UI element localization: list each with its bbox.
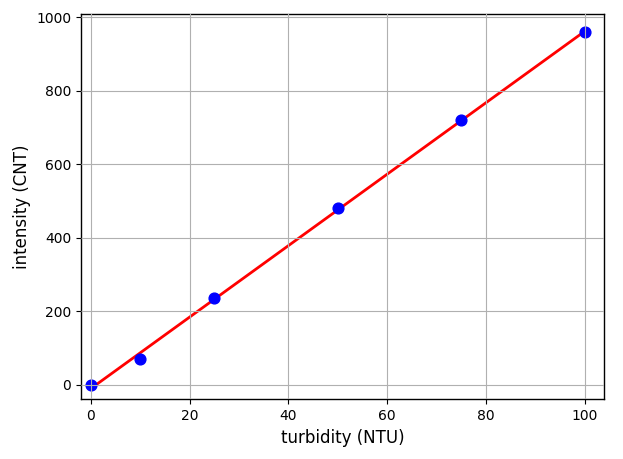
Point [333,205,343,212]
Point [209,295,219,302]
Point [579,28,589,36]
X-axis label: turbidity (NTU): turbidity (NTU) [281,429,404,447]
Point [456,117,466,124]
Point [86,381,96,388]
Y-axis label: intensity (CNT): intensity (CNT) [12,144,31,269]
Point [135,355,145,363]
